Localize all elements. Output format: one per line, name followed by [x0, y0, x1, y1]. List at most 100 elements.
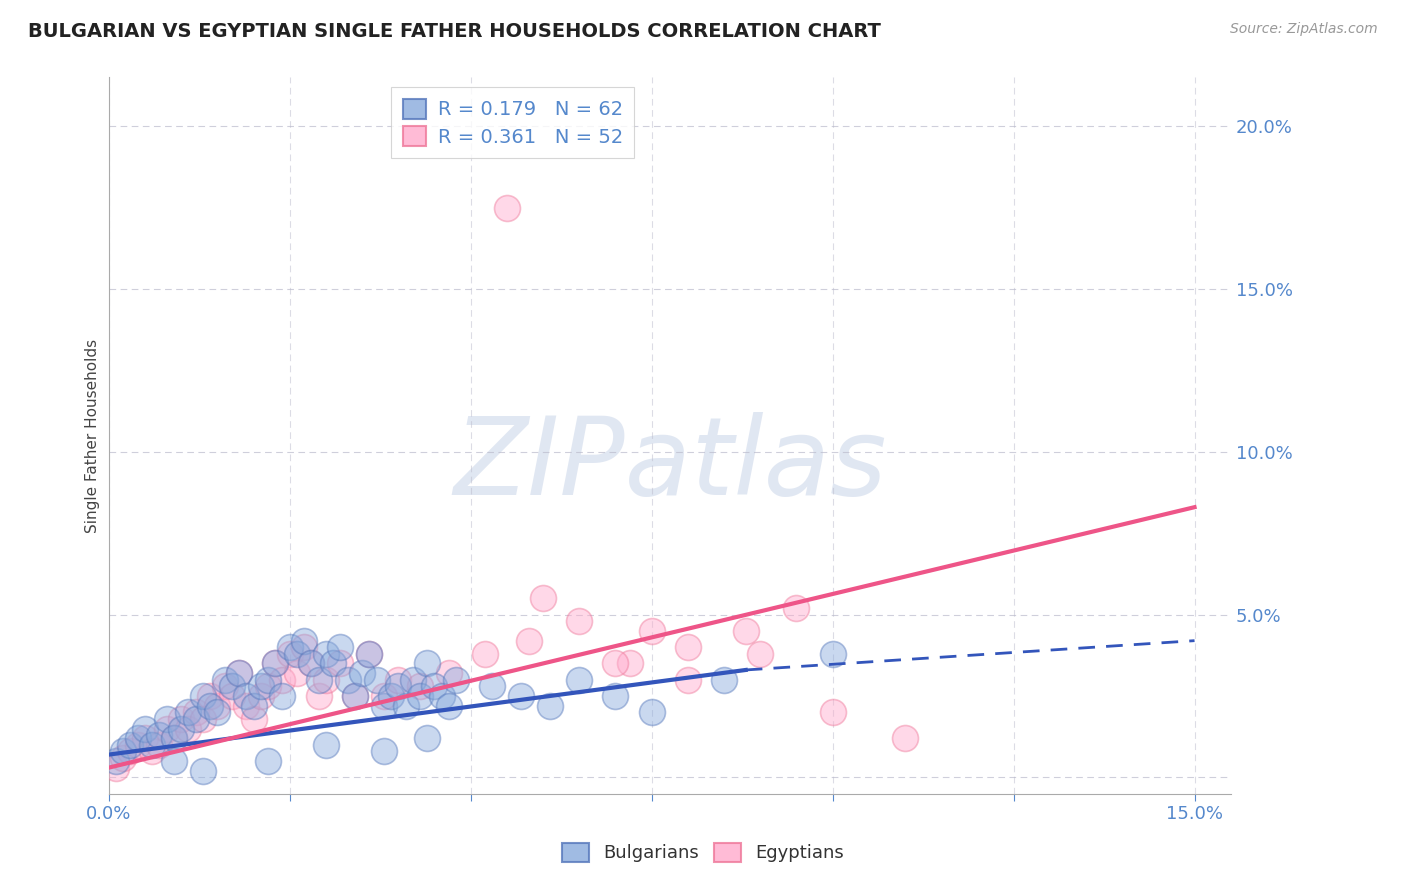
Legend: R = 0.179   N = 62, R = 0.361   N = 52: R = 0.179 N = 62, R = 0.361 N = 52: [391, 87, 634, 159]
Point: [605, 689, 627, 703]
Point: [373, 689, 395, 703]
Point: [315, 673, 337, 687]
Point: [437, 666, 460, 681]
Point: [228, 666, 250, 681]
Point: [423, 679, 446, 693]
Point: [821, 706, 844, 720]
Point: [430, 689, 453, 703]
Point: [821, 647, 844, 661]
Point: [120, 744, 142, 758]
Point: [329, 657, 352, 671]
Point: [170, 712, 193, 726]
Point: [207, 706, 229, 720]
Point: [214, 673, 236, 687]
Point: [359, 647, 381, 661]
Point: [315, 738, 337, 752]
Point: [235, 698, 257, 713]
Point: [292, 633, 315, 648]
Point: [785, 601, 807, 615]
Point: [271, 673, 294, 687]
Point: [285, 666, 308, 681]
Point: [343, 689, 366, 703]
Point: [676, 640, 699, 655]
Point: [373, 698, 395, 713]
Point: [292, 640, 315, 655]
Point: [749, 647, 772, 661]
Point: [112, 744, 135, 758]
Point: [191, 712, 214, 726]
Point: [734, 624, 756, 638]
Point: [538, 698, 561, 713]
Point: [568, 673, 591, 687]
Point: [343, 689, 366, 703]
Point: [444, 673, 467, 687]
Point: [315, 647, 337, 661]
Point: [198, 698, 221, 713]
Point: [191, 764, 214, 778]
Point: [257, 754, 280, 768]
Point: [134, 722, 156, 736]
Text: ZIPatlas: ZIPatlas: [453, 412, 887, 516]
Point: [366, 673, 388, 687]
Point: [177, 706, 200, 720]
Point: [249, 689, 271, 703]
Point: [214, 679, 236, 693]
Point: [394, 698, 416, 713]
Point: [221, 689, 243, 703]
Point: [105, 754, 128, 768]
Point: [163, 731, 186, 746]
Point: [141, 744, 163, 758]
Point: [148, 728, 170, 742]
Point: [257, 679, 280, 693]
Point: [170, 722, 193, 736]
Point: [605, 657, 627, 671]
Point: [409, 679, 432, 693]
Point: [510, 689, 533, 703]
Point: [177, 722, 200, 736]
Point: [249, 679, 271, 693]
Point: [322, 657, 344, 671]
Point: [301, 657, 323, 671]
Point: [163, 731, 186, 746]
Point: [619, 657, 641, 671]
Point: [127, 731, 149, 746]
Point: [308, 673, 330, 687]
Point: [221, 679, 243, 693]
Point: [387, 679, 409, 693]
Point: [228, 666, 250, 681]
Point: [120, 738, 142, 752]
Point: [517, 633, 540, 648]
Point: [640, 624, 662, 638]
Point: [308, 689, 330, 703]
Point: [156, 722, 179, 736]
Point: [163, 754, 186, 768]
Point: [198, 689, 221, 703]
Point: [271, 689, 294, 703]
Point: [380, 689, 402, 703]
Text: Source: ZipAtlas.com: Source: ZipAtlas.com: [1230, 22, 1378, 37]
Point: [373, 744, 395, 758]
Point: [264, 657, 287, 671]
Point: [474, 647, 496, 661]
Point: [184, 712, 207, 726]
Point: [264, 657, 287, 671]
Point: [242, 712, 264, 726]
Point: [127, 738, 149, 752]
Point: [568, 614, 591, 628]
Point: [278, 640, 301, 655]
Point: [285, 647, 308, 661]
Point: [141, 738, 163, 752]
Point: [496, 201, 519, 215]
Point: [437, 698, 460, 713]
Point: [640, 706, 662, 720]
Point: [242, 698, 264, 713]
Point: [409, 689, 432, 703]
Legend: Bulgarians, Egyptians: Bulgarians, Egyptians: [555, 836, 851, 870]
Point: [416, 657, 439, 671]
Point: [352, 666, 374, 681]
Point: [894, 731, 917, 746]
Point: [184, 706, 207, 720]
Point: [387, 673, 409, 687]
Point: [191, 689, 214, 703]
Point: [416, 731, 439, 746]
